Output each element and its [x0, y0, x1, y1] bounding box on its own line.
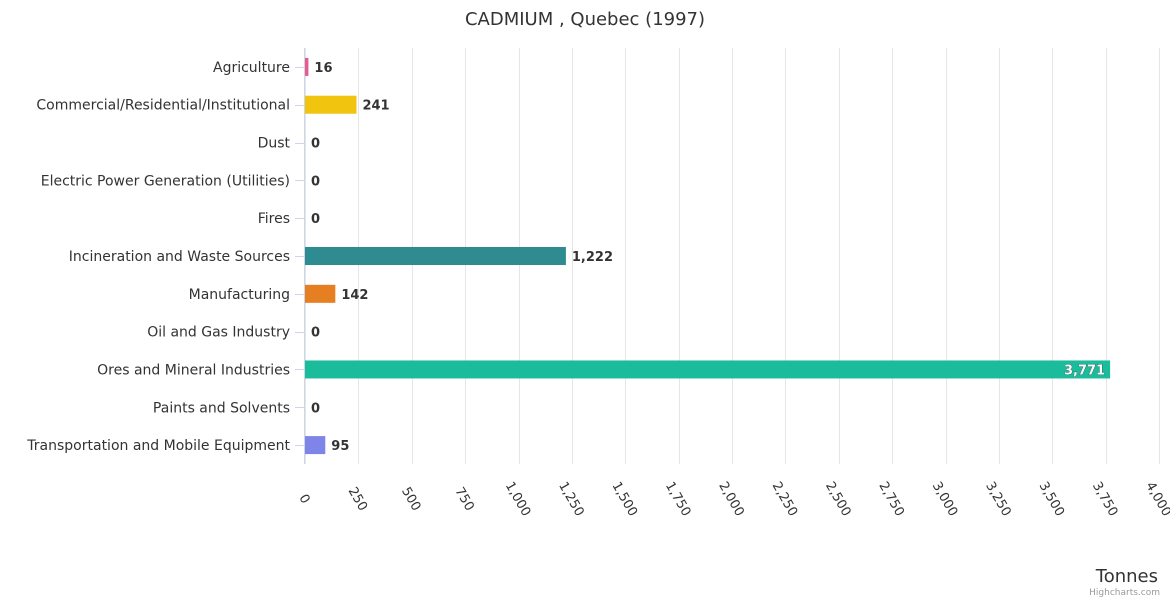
tick-label: 750 [451, 485, 476, 514]
bar[interactable] [305, 360, 1111, 379]
category-label: Incineration and Waste Sources [69, 249, 290, 265]
axis-title-tonnes: Tonnes [1095, 566, 1158, 587]
tick-label: 4,000 [1142, 479, 1170, 519]
chart-title: CADMIUM , Quebec (1997) [465, 9, 705, 30]
tick-label: 3,750 [1089, 479, 1121, 519]
category-label: Paints and Solvents [153, 400, 290, 416]
data-label: 0 [311, 212, 320, 227]
tick-label: 1,000 [502, 479, 534, 519]
tick-label: 2,750 [875, 479, 907, 519]
category-axis: Agriculture Commercial/Residential/Instit… [26, 48, 305, 464]
value-axis: 0 250 500 750 1,000 1,250 1,500 1,750 2,000 2,250… [295, 479, 1170, 519]
tick-label: 3,000 [929, 479, 961, 519]
tick-label: 500 [398, 485, 423, 514]
category-label: Dust [258, 136, 291, 152]
data-label: 0 [311, 137, 320, 152]
category-label: Oil and Gas Industry [147, 325, 290, 341]
bar[interactable] [305, 57, 309, 76]
category-label: Fires [258, 211, 290, 227]
data-label: 0 [311, 326, 320, 341]
bar[interactable] [305, 284, 336, 303]
data-label: 16 [314, 61, 332, 76]
category-label: Agriculture [213, 60, 290, 76]
tick-label: 2,000 [715, 479, 747, 519]
data-labels: 16 241 0 0 0 1,222 142 0 3,771 0 95 [311, 61, 1105, 454]
category-label: Commercial/Residential/Institutional [36, 98, 290, 114]
tick-label: 3,250 [982, 479, 1014, 519]
category-label: Ores and Mineral Industries [97, 362, 290, 378]
bar-series [305, 57, 1111, 455]
tick-label: 2,500 [822, 479, 854, 519]
data-label: 95 [331, 439, 349, 454]
data-label: 3,771 [1064, 363, 1105, 378]
bar[interactable] [305, 247, 566, 265]
grid-lines [305, 48, 1160, 464]
credits-link[interactable]: Highcharts.com [1089, 588, 1160, 598]
tick-label: 1,750 [662, 479, 694, 519]
tick-label: 2,250 [769, 479, 801, 519]
data-label: 0 [311, 174, 320, 189]
tick-label: 1,500 [608, 479, 640, 519]
tick-label: 250 [345, 485, 370, 514]
bar[interactable] [305, 95, 357, 114]
category-label: Electric Power Generation (Utilities) [41, 173, 290, 189]
category-label: Transportation and Mobile Equipment [26, 438, 290, 454]
tick-label: 3,500 [1035, 479, 1067, 519]
tick-label: 0 [295, 492, 312, 507]
data-label: 142 [341, 288, 368, 303]
bar[interactable] [305, 436, 326, 455]
tick-label: 1,250 [555, 479, 587, 519]
category-label: Manufacturing [189, 287, 290, 303]
data-label: 0 [311, 401, 320, 416]
data-label: 1,222 [572, 250, 613, 265]
data-label: 241 [362, 99, 389, 114]
